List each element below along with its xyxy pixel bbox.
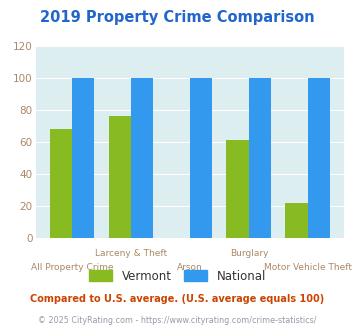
Text: Motor Vehicle Theft: Motor Vehicle Theft bbox=[264, 263, 352, 272]
Text: Compared to U.S. average. (U.S. average equals 100): Compared to U.S. average. (U.S. average … bbox=[31, 294, 324, 304]
Text: All Property Crime: All Property Crime bbox=[31, 263, 113, 272]
Bar bbox=[50, 129, 72, 238]
Bar bbox=[285, 203, 308, 238]
Bar bbox=[109, 116, 131, 238]
Bar bbox=[249, 78, 271, 238]
Bar bbox=[190, 78, 212, 238]
Text: Larceny & Theft: Larceny & Theft bbox=[95, 249, 167, 258]
Text: Arson: Arson bbox=[177, 263, 203, 272]
Bar bbox=[131, 78, 153, 238]
Text: © 2025 CityRating.com - https://www.cityrating.com/crime-statistics/: © 2025 CityRating.com - https://www.city… bbox=[38, 316, 317, 325]
Text: Burglary: Burglary bbox=[230, 249, 268, 258]
Bar bbox=[72, 78, 94, 238]
Bar bbox=[308, 78, 330, 238]
Legend: Vermont, National: Vermont, National bbox=[84, 265, 271, 287]
Text: 2019 Property Crime Comparison: 2019 Property Crime Comparison bbox=[40, 10, 315, 25]
Bar bbox=[226, 140, 249, 238]
